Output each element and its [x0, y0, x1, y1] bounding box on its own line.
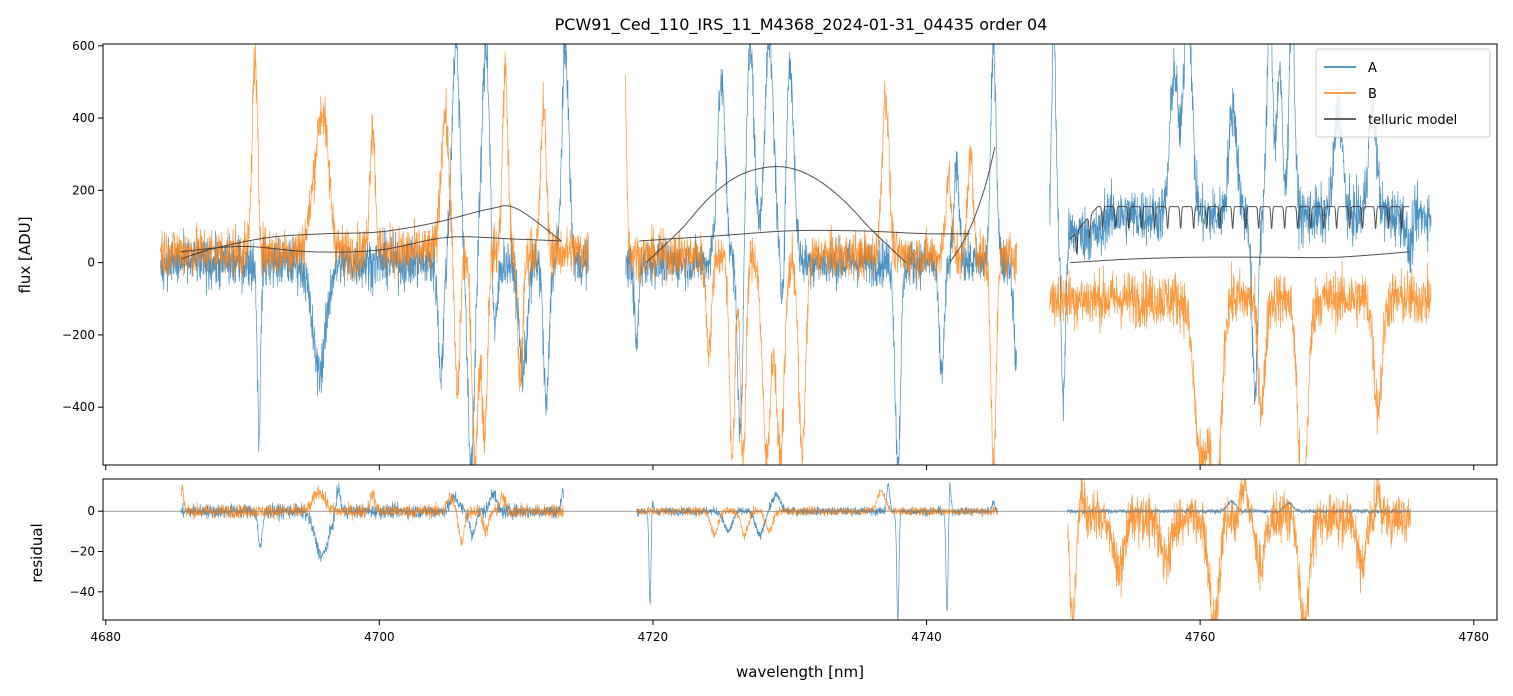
residual-panel: −40 −20 0 4680 4700 4720 4740 4760 4780 residua…	[28, 478, 1498, 681]
residual-series-b-segment-1	[180, 483, 565, 546]
residual-y-axis-label: residual	[28, 523, 46, 582]
telluric-model-curve-4	[639, 229, 971, 242]
flux-y-tick-label: 600	[72, 39, 95, 53]
telluric-model-curve-2	[180, 236, 562, 253]
flux-y-tick-label: −400	[62, 400, 95, 414]
telluric-model-comb	[1069, 206, 1410, 255]
flux-x-ticks	[105, 465, 1475, 470]
flux-y-tick-label: 0	[87, 256, 95, 270]
flux-y-tick-label: 400	[72, 111, 95, 125]
chart-title: PCW91_Ced_110_IRS_11_M4368_2024-01-31_04…	[555, 15, 1048, 35]
residual-x-ticks: 4680 4700 4720 4740 4760 4780	[90, 620, 1489, 644]
telluric-model-curve-5	[949, 146, 996, 263]
x-axis-label: wavelength [nm]	[736, 663, 864, 681]
residual-x-tick-label: 4680	[90, 630, 121, 644]
flux-panel: −400 −200 0 200 400 600 flux [ADU] A B tellur…	[16, 39, 1498, 470]
legend-label-telluric: telluric model	[1368, 113, 1457, 128]
telluric-model-curve-3	[645, 166, 907, 263]
residual-y-tick-label: −20	[70, 545, 95, 559]
residual-y-tick-label: 0	[87, 504, 95, 518]
residual-x-tick-label: 4780	[1458, 630, 1489, 644]
residual-x-tick-label: 4700	[364, 630, 395, 644]
residual-axes-frame	[102, 478, 1498, 621]
flux-y-ticks: −400 −200 0 200 400 600	[62, 39, 103, 414]
legend-label-a: A	[1368, 61, 1377, 76]
flux-y-tick-label: 200	[72, 183, 95, 197]
flux-series-b-segment-1	[160, 44, 589, 465]
telluric-model-curve-1	[180, 205, 562, 260]
residual-y-tick-label: −40	[70, 585, 95, 599]
flux-y-axis-label: flux [ADU]	[16, 216, 34, 293]
flux-series-group	[160, 44, 1432, 465]
legend: A B telluric model	[1315, 48, 1491, 138]
flux-y-tick-label: −200	[62, 328, 95, 342]
residual-x-tick-label: 4720	[638, 630, 669, 644]
flux-series-b-segment-3	[1049, 261, 1432, 465]
flux-series-a-segment-3	[1049, 44, 1432, 422]
flux-series-b-segment-2	[625, 75, 1017, 465]
telluric-model-curve-6	[1070, 251, 1410, 264]
residual-x-tick-label: 4740	[911, 630, 942, 644]
legend-label-b: B	[1368, 87, 1377, 102]
residual-series-b-segment-3	[1067, 479, 1411, 620]
residual-y-ticks: −40 −20 0	[70, 504, 103, 599]
flux-axes-frame	[102, 43, 1498, 466]
residual-series-group	[103, 479, 1497, 620]
legend-box	[1315, 48, 1491, 138]
residual-x-tick-label: 4760	[1185, 630, 1216, 644]
